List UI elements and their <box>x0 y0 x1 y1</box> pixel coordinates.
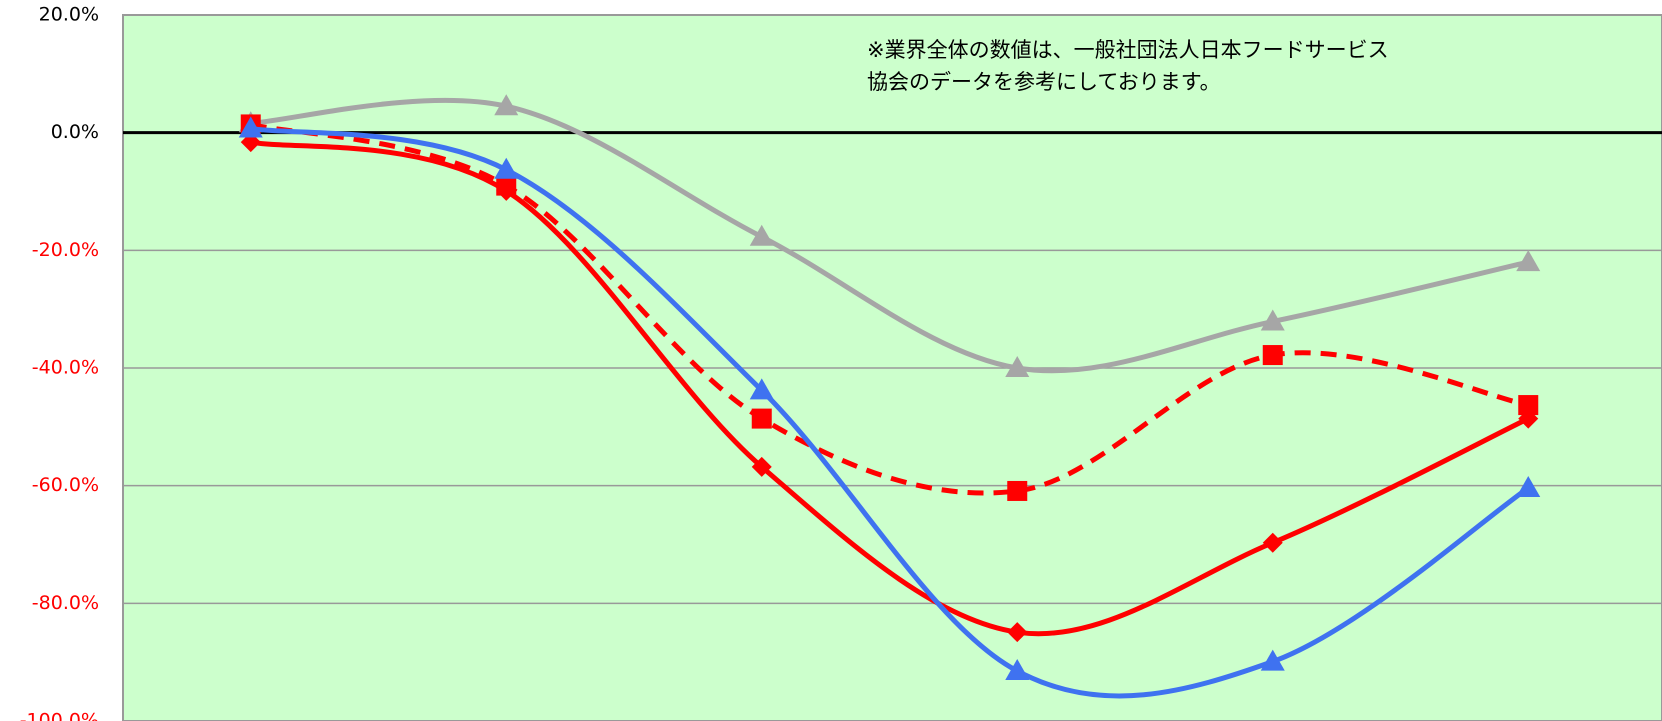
marker <box>238 116 263 138</box>
y-tick-label: -60.0% <box>32 474 99 496</box>
marker <box>751 456 772 477</box>
annotation: 協会のデータを参考にしております。 <box>867 70 1221 94</box>
series-line <box>250 121 1529 496</box>
lines <box>238 94 1541 699</box>
y-tick-label: -100.0% <box>20 710 99 721</box>
marker <box>494 157 519 179</box>
marker <box>1516 250 1541 272</box>
marker <box>1007 622 1028 643</box>
series-line <box>250 139 1530 637</box>
y-tick-label: -20.0% <box>32 239 99 261</box>
marker <box>751 408 772 429</box>
marker <box>1005 658 1030 680</box>
marker <box>1262 345 1283 366</box>
marker <box>1516 476 1541 498</box>
y-tick-label: 0.0% <box>51 121 99 143</box>
marker <box>1518 395 1539 416</box>
marker <box>1005 356 1030 377</box>
marker <box>496 180 517 201</box>
marker <box>1262 532 1283 553</box>
marker <box>1260 309 1285 331</box>
y-tick-label: 20.0% <box>39 4 99 26</box>
marker <box>1518 408 1539 429</box>
y-tick-label: -80.0% <box>32 592 99 614</box>
marker <box>1007 480 1028 501</box>
marker <box>749 224 774 246</box>
series-line <box>250 97 1529 374</box>
marker <box>749 378 774 400</box>
marker <box>1260 649 1285 671</box>
marker <box>494 94 519 116</box>
annotation: ※業界全体の数値は、一般社団法人日本フードサービス <box>867 38 1389 62</box>
y-tick-label: -40.0% <box>32 357 99 379</box>
series-line <box>250 126 1530 699</box>
